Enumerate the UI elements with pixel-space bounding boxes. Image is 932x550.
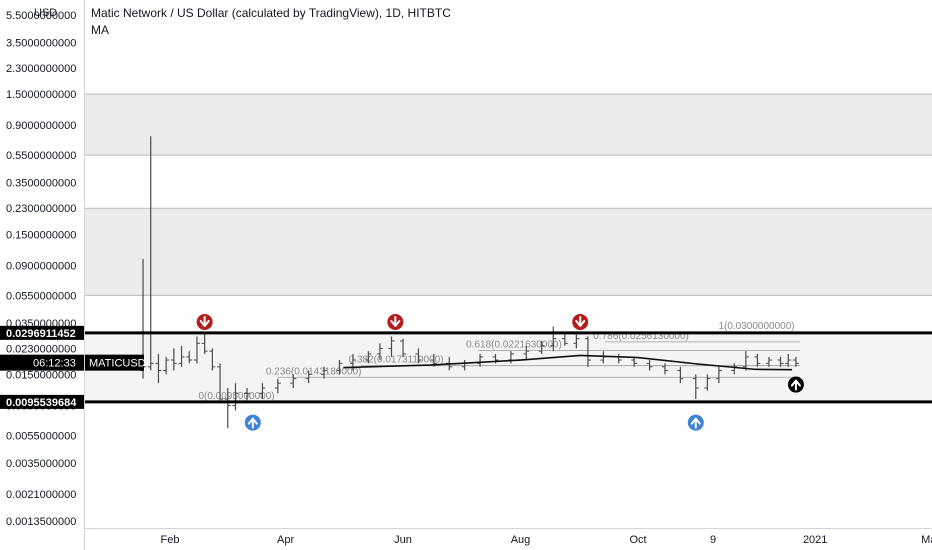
x-tick-label: Ma [921,534,932,546]
y-tick-label: 0.5500000000 [6,150,76,162]
y-tick-label: 1.5000000000 [6,89,76,101]
x-tick-label: Feb [161,534,180,546]
shaded-band [85,208,932,296]
y-tick-label: 0.9000000000 [6,120,76,132]
moving-average-line [343,354,793,371]
fib-label: 1(0.0300000000) [718,321,794,332]
y-tick-label: 5.5000000000 [6,10,76,22]
y-tick-label: 0.0013500000 [6,516,76,528]
fib-label: 0.786(0.0256130000) [593,331,689,342]
fib-label: 0.382(0.0173110000) [349,355,444,366]
x-axis-ticks: Feb Apr Jun Aug Oct 9 2021 Ma [161,534,932,546]
y-tick-label: 0.0035000000 [6,458,76,470]
y-tick-label: 0.0055000000 [6,430,76,442]
countdown-time: 06:12:33 [33,358,76,370]
y-tick-label: 0.0550000000 [6,290,76,302]
chart-title: Matic Network / US Dollar (calculated by… [91,6,451,20]
shaded-bands [85,94,932,402]
signal-markers [196,313,804,431]
y-axis-unit: USD [34,7,58,19]
arrow-glyph [247,417,258,429]
y-tick-label: 0.0021000000 [6,489,76,501]
chart-header: Matic Network / US Dollar (calculated by… [91,6,451,37]
fib-label: 0.618(0.0221630000) [466,340,562,351]
x-tick-label: 2021 [803,534,827,546]
y-tick-label: 0.0150000000 [6,369,76,381]
countdown-bg [0,354,84,371]
x-tick-label: 9 [710,534,716,546]
x-tick-label: Aug [511,534,531,546]
arrow-glyph [199,315,210,327]
arrow-glyph [790,379,801,391]
indicator-label: MA [91,23,109,37]
y-tick-label: 0.3500000000 [6,178,76,190]
y-tick-label: 0.0900000000 [6,260,76,272]
ma-line [343,354,793,371]
x-tick-label: Jun [394,534,412,546]
arrow-glyph [690,417,701,429]
fib-label: 0.236(0.0143180000) [266,366,362,377]
x-tick-label: Apr [277,534,294,546]
y-axis-border [84,0,85,550]
price-label: 0.0095539684 [6,397,77,409]
price-labels: 0.0296911452 0.0095539684 06:12:33 MATICUSD [0,325,146,409]
arrow-glyph [390,315,401,327]
fib-label: 0(0.0095000000) [198,391,274,402]
horizontal-gridlines [85,93,932,296]
y-axis-ticks: 5.5000000000 3.5000000000 2.3000000000 1.50… [6,10,76,528]
price-label-bg [0,394,84,409]
support-resistance-lines [84,331,932,404]
y-tick-label: 0.2300000000 [6,203,76,215]
x-axis-border [84,528,932,529]
y-tick-label: 0.0230000000 [6,343,76,355]
x-tick-label: Oct [629,534,646,546]
symbol-tag-bg [84,354,144,371]
symbol-tag: MATICUSD [89,358,146,370]
price-label-bg [0,325,84,340]
y-tick-label: 2.3000000000 [6,63,76,75]
shaded-band [85,94,932,156]
y-tick-label: 0.1500000000 [6,229,76,241]
price-label: 0.0296911452 [6,328,76,340]
y-tick-label: 3.5000000000 [6,38,76,50]
arrow-glyph [575,315,586,327]
